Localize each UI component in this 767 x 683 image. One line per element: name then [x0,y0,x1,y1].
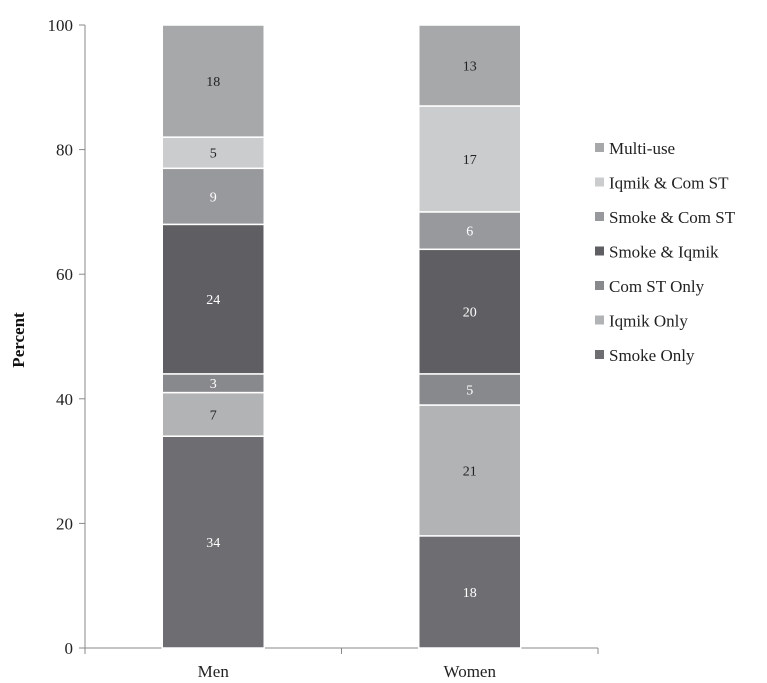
bar-segment [418,248,522,375]
bar-segment [418,105,522,213]
bar-segment [161,223,265,375]
bar-segment [161,24,265,138]
x-axis: Men Women [84,647,599,681]
legend-swatch [595,315,604,325]
data-label: 18 [463,586,477,601]
legend-label: Smoke Only [609,346,695,365]
y-axis-title: Percent [9,312,28,368]
y-tick-label: 100 [48,16,74,35]
legend-label: Smoke & Iqmik [609,243,719,262]
bar-segment [161,391,265,437]
bar-segment [418,535,522,649]
y-axis: 0 20 40 60 80 100 [48,16,86,658]
data-label: 5 [466,383,473,398]
y-tick-label: 0 [65,639,74,658]
data-label: 3 [210,377,217,392]
bar-segment [161,136,265,170]
legend-label: Multi-use [609,139,675,158]
bars: 34 7 3 24 9 5 18 18 21 5 20 6 17 13 [161,24,522,649]
data-label: 5 [210,147,217,162]
x-tick-label: Women [444,662,497,681]
bar-segment [418,24,522,107]
data-label: 13 [463,59,477,74]
legend-swatch [595,281,604,290]
legend-item: Iqmik Only [595,312,688,331]
data-label: 9 [210,190,217,205]
data-label: 7 [210,408,217,423]
legend-swatch [595,350,604,359]
legend-label: Smoke & Com ST [609,208,736,227]
legend-swatch [595,143,604,152]
data-label: 21 [463,464,477,479]
x-tick-label: Men [198,662,230,681]
bar-segment [418,404,522,537]
data-label: 24 [206,293,220,308]
legend-label: Com ST Only [609,277,705,296]
data-label: 6 [466,225,473,240]
legend-swatch [595,246,604,256]
legend-item: Smoke Only [595,346,695,365]
y-tick-label: 20 [56,514,73,533]
legend-item: Smoke & Iqmik [595,243,719,262]
legend-item: Com ST Only [595,277,705,296]
bar-segment [161,167,265,226]
data-label: 20 [463,306,477,321]
legend-label: Iqmik & Com ST [609,174,729,193]
y-tick-label: 60 [56,265,73,284]
legend-label: Iqmik Only [609,312,688,331]
bar-segment [418,373,522,406]
y-tick-label: 40 [56,390,73,409]
legend: Multi-use Iqmik & Com ST Smoke & Com ST Smo… [595,139,736,365]
legend-item: Iqmik & Com ST [595,174,729,193]
legend-swatch [595,212,604,221]
data-label: 17 [463,153,477,168]
legend-swatch [595,177,604,187]
y-tick-label: 80 [56,141,73,160]
legend-item: Smoke & Com ST [595,208,736,227]
data-label: 18 [206,75,220,90]
bar-segment [161,435,265,649]
data-label: 34 [206,536,220,551]
legend-item: Multi-use [595,139,675,158]
